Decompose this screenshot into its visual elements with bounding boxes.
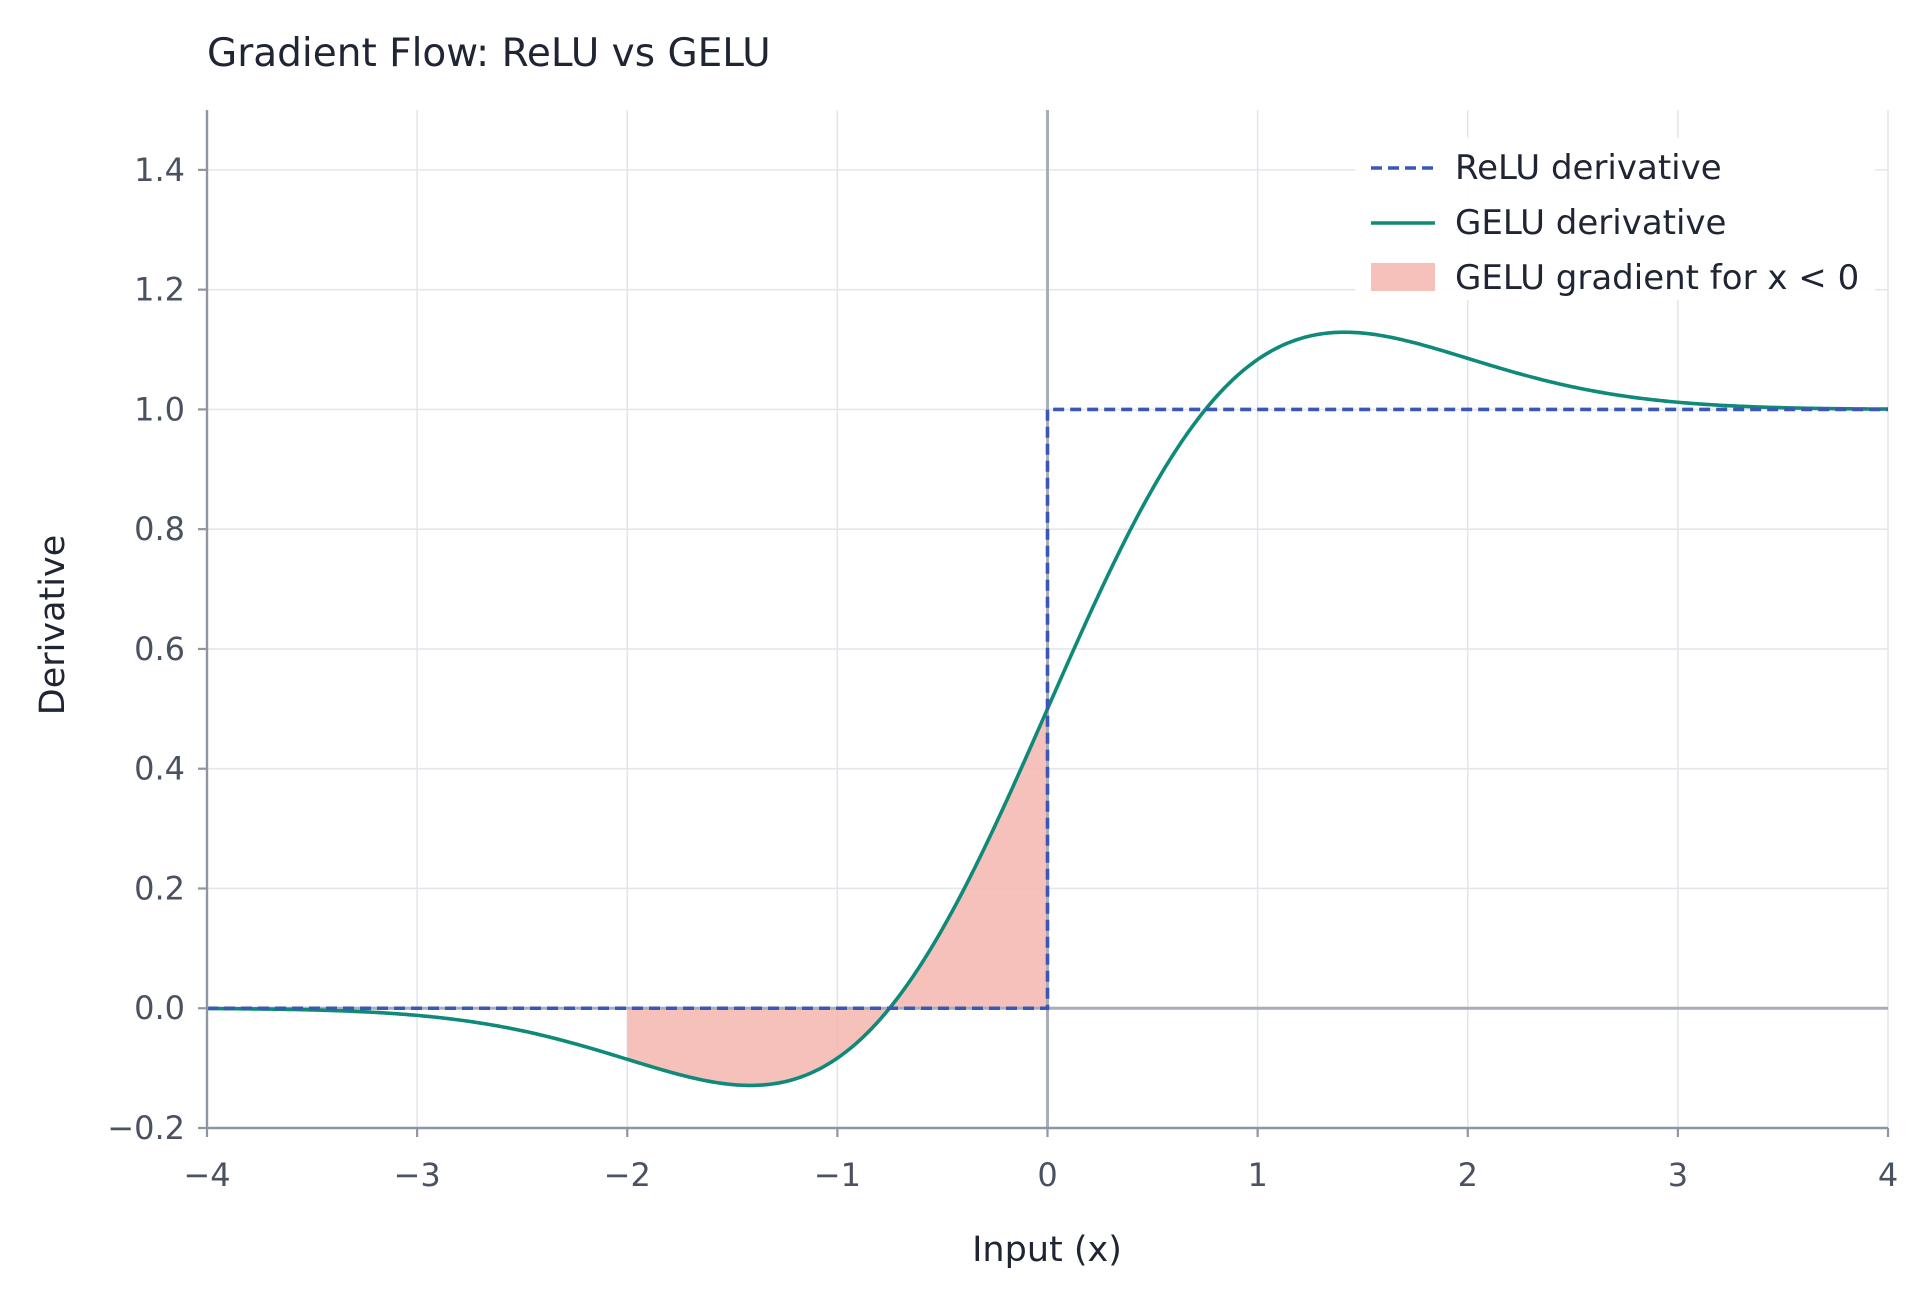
x-tick-label: 3	[1668, 1156, 1688, 1194]
y-tick-label: 0.6	[134, 630, 185, 668]
y-tick-label: 0.8	[134, 510, 185, 548]
chart-title: Gradient Flow: ReLU vs GELU	[207, 31, 771, 76]
legend-box	[1355, 138, 1875, 300]
x-tick-label: −1	[814, 1156, 861, 1194]
legend: ReLU derivative GELU derivative GELU gradi…	[1355, 138, 1875, 300]
x-tick-label: 0	[1037, 1156, 1057, 1194]
x-tick-label: −2	[604, 1156, 651, 1194]
x-tick-label: −3	[394, 1156, 441, 1194]
legend-shade-swatch	[1371, 263, 1435, 291]
y-tick-label: 0.4	[134, 750, 185, 788]
series-lines	[206, 330, 1889, 1088]
y-tick-label: 0.2	[134, 869, 185, 907]
x-tick-label: 2	[1458, 1156, 1478, 1194]
y-tick-label: 1.4	[134, 151, 185, 189]
x-axis-label: Input (x)	[972, 1230, 1122, 1270]
y-tick-label: 1.0	[134, 390, 185, 428]
x-tick-label: 4	[1878, 1156, 1898, 1194]
y-axis-ticks: −0.2 0.0 0.2 0.4 0.6 0.8 1.0 1.2 1.4	[107, 151, 207, 1147]
legend-shade-label: GELU gradient for x < 0	[1455, 258, 1859, 298]
y-axis-label: Derivative	[33, 535, 73, 715]
legend-gelu-label: GELU derivative	[1455, 203, 1726, 243]
y-tick-label: 1.2	[134, 271, 185, 309]
y-tick-label: −0.2	[107, 1109, 185, 1147]
y-tick-label: 0.0	[134, 989, 185, 1027]
legend-relu-label: ReLU derivative	[1455, 148, 1722, 188]
x-axis-ticks: −4 −3 −2 −1 0 1 2 3 4	[183, 1128, 1898, 1194]
x-tick-label: −4	[183, 1156, 230, 1194]
x-tick-label: 1	[1247, 1156, 1267, 1194]
gelu-negative-gradient-area	[627, 708, 1048, 1086]
shaded-region-group	[627, 708, 1048, 1086]
relu-derivative-line	[207, 407, 1888, 1011]
